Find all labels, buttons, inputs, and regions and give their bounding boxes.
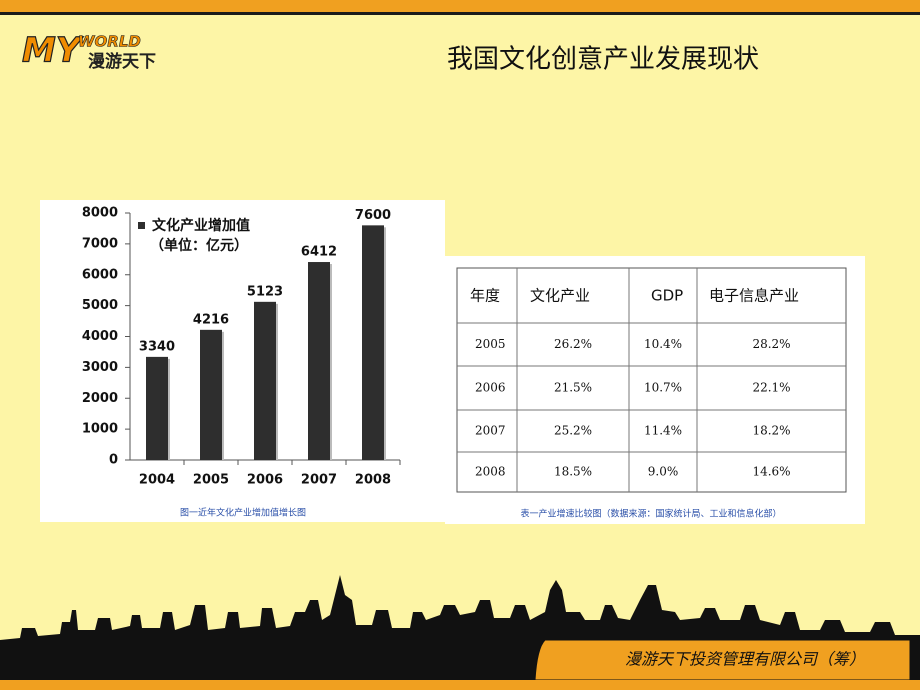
table-cell: 11.4%: [644, 424, 682, 438]
top-line: [0, 12, 920, 15]
chart-caption: 图一近年文化产业增加值增长图: [180, 507, 306, 519]
table-panel: [445, 256, 865, 524]
table-cell: 22.1%: [752, 381, 790, 395]
table-header-cell: 文化产业: [530, 287, 590, 305]
data-label: 6412: [301, 245, 337, 260]
table-cell: 25.2%: [554, 424, 592, 438]
table-cell: 2005: [475, 337, 506, 351]
y-tick-label: 8000: [82, 206, 118, 221]
legend-label: 文化产业增加值: [152, 217, 250, 234]
table-cell: 28.2%: [752, 337, 790, 351]
y-tick-label: 1000: [82, 422, 118, 437]
y-tick-label: 5000: [82, 298, 118, 313]
table-cell: 2007: [475, 424, 506, 438]
table-header-cell: GDP: [651, 287, 683, 305]
logo-world: WORLD: [78, 33, 141, 51]
top-band: [0, 0, 920, 12]
table-cell: 2006: [475, 381, 506, 395]
y-tick-label: 4000: [82, 329, 118, 344]
bar: [254, 301, 276, 460]
x-tick-label: 2004: [139, 473, 175, 488]
x-tick-label: 2007: [301, 473, 337, 488]
table-border: [456, 267, 847, 493]
logo-sub: 漫游天下: [88, 51, 156, 72]
table-cell: 18.5%: [554, 465, 592, 479]
x-tick-label: 2008: [355, 473, 391, 488]
table-header-cell: 年度: [470, 287, 500, 305]
table-cell: 18.2%: [752, 424, 790, 438]
y-tick-label: 0: [109, 453, 118, 468]
table-cell: 14.6%: [752, 465, 790, 479]
y-tick-label: 2000: [82, 391, 118, 406]
data-label: 5123: [247, 284, 283, 299]
table-cell: 9.0%: [648, 465, 679, 479]
data-label: 4216: [193, 312, 229, 327]
logo-my: MY: [22, 31, 84, 71]
y-tick-label: 3000: [82, 360, 118, 375]
chart: 0 1000 2000 3000 4000 5000 6000 7000 8000 2004 334…: [82, 206, 401, 488]
table-cell: 10.4%: [644, 337, 682, 351]
bar: [308, 262, 330, 460]
table-header-cell: 电子信息产业: [709, 287, 799, 305]
bar: [146, 356, 168, 460]
table-cell: 10.7%: [644, 381, 682, 395]
legend-swatch: [138, 222, 145, 229]
y-tick-label: 7000: [82, 236, 118, 251]
data-label: 7600: [355, 208, 391, 223]
slide-title: 我国文化创意产业发展现状: [447, 45, 759, 75]
table: 年度 文化产业 GDP 电子信息产业 2005 26.2% 10.4% 28.2% 2006 21…: [456, 267, 847, 493]
table-cell: 2008: [475, 465, 506, 479]
footer-company: 漫游天下投资管理有限公司（筹）: [625, 650, 865, 669]
bar: [362, 225, 384, 460]
table-cell: 26.2%: [554, 337, 592, 351]
x-tick-label: 2005: [193, 473, 229, 488]
bar: [200, 329, 222, 460]
legend-unit: （单位：亿元）: [150, 237, 248, 254]
bottom-band: [0, 680, 920, 690]
table-caption: 表一产业增速比较图（数据来源：国家统计局、工业和信息化部）: [520, 508, 781, 520]
x-tick-label: 2006: [247, 473, 283, 488]
y-tick-label: 6000: [82, 267, 118, 282]
table-cell: 21.5%: [554, 381, 592, 395]
data-label: 3340: [139, 339, 175, 354]
